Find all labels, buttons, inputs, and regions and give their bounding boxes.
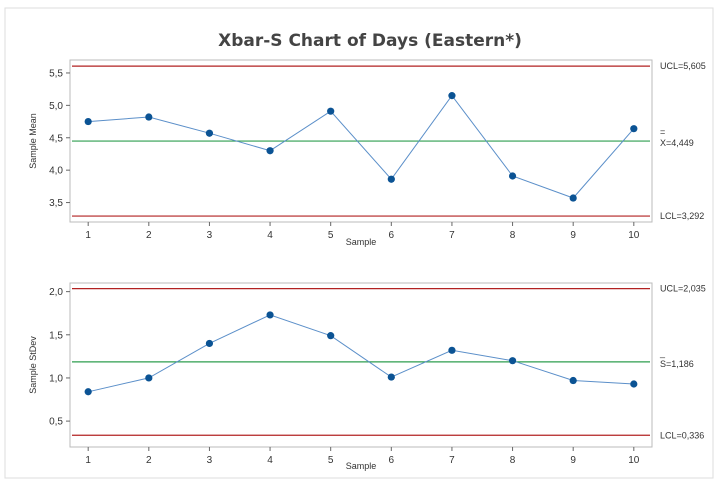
mean-x-tick-label: 10: [628, 230, 640, 241]
mean-data-point: [205, 129, 214, 137]
stdev-data-point: [630, 380, 638, 388]
mean-x-tick-label: 4: [267, 230, 273, 241]
stdev-y-axis-label: Sample StDev: [28, 336, 38, 394]
mean-x-tick-label: 7: [449, 230, 455, 241]
mean-y-tick-label: 5,5: [49, 68, 63, 79]
stdev-data-point: [569, 376, 577, 385]
stdev-data-point: [84, 388, 92, 396]
stdev-lcl-label: LCL=0,336: [660, 430, 704, 440]
stdev-x-tick-label: 1: [85, 455, 91, 466]
stdev-data-point: [327, 332, 335, 340]
stdev-center-label: S=1,186: [660, 359, 694, 369]
mean-data-point: [508, 172, 517, 180]
stdev-y-tick-label: 1,0: [49, 373, 63, 384]
chart-title: Xbar-S Chart of Days (Eastern*): [218, 31, 522, 51]
mean-data-point: [448, 92, 456, 100]
mean-lcl-label: LCL=3,292: [660, 211, 704, 221]
stdev-x-tick-label: 7: [449, 455, 455, 466]
mean-data-point: [266, 147, 274, 155]
mean-data-point: [387, 175, 395, 183]
mean-x-tick-label: 9: [570, 230, 576, 241]
mean-series-line: [88, 94, 635, 199]
stdev-data-point: [205, 339, 214, 348]
mean-x-axis-label: Sample: [346, 237, 377, 247]
stdev-x-tick-label: 9: [570, 455, 576, 466]
stdev-x-tick-label: 8: [510, 455, 516, 466]
stdev-ucl-label: UCL=2,035: [660, 284, 706, 294]
mean-y-axis-label: Sample Mean: [28, 113, 38, 169]
mean-x-tick-label: 8: [510, 230, 516, 241]
stdev-data-point: [448, 346, 456, 354]
panel-mean: 3,5 4,0 4,5 5,0 5,5 1 2 3 4 5 6 7 8 9 10 Sample Sample M…: [28, 59, 706, 247]
mean-plot-frame: [69, 59, 653, 223]
stdev-x-tick-label: 3: [207, 455, 213, 466]
stdev-x-tick-label: 10: [628, 455, 640, 466]
mean-x-tick-label: 5: [328, 230, 334, 241]
mean-y-tick-label: 4,5: [49, 133, 63, 144]
chart-frame: [4, 7, 714, 479]
mean-y-tick-label: 5,0: [49, 101, 63, 112]
stdev-data-point: [387, 373, 395, 381]
mean-x-tick-label: 1: [85, 230, 91, 241]
stdev-x-tick-label: 6: [389, 455, 395, 466]
stdev-x-tick-label: 5: [328, 455, 334, 466]
mean-y-tick-label: 3,5: [49, 198, 63, 209]
mean-ucl-label: UCL=5,605: [660, 61, 706, 71]
stdev-y-tick-label: 2,0: [49, 287, 63, 298]
mean-data-point: [327, 107, 335, 115]
mean-x-tick-label: 2: [146, 230, 152, 241]
panels-layer: 3,5 4,0 4,5 5,0 5,5 1 2 3 4 5 6 7 8 9 10 Sample Sample M…: [28, 59, 706, 471]
stdev-y-tick-label: 0,5: [49, 417, 63, 428]
mean-data-point: [569, 194, 577, 202]
mean-y-tick-label: 4,0: [49, 166, 63, 177]
stdev-center-bar-symbol: _: [659, 348, 666, 358]
stdev-series-line: [88, 314, 634, 393]
mean-x-tick-label: 6: [389, 230, 395, 241]
stdev-data-point: [145, 374, 153, 382]
mean-data-point: [145, 113, 153, 121]
mean-center-label: X=4,449: [660, 138, 694, 148]
mean-data-point: [630, 125, 638, 133]
stdev-y-tick-label: 1,5: [49, 330, 63, 341]
mean-x-tick-label: 3: [207, 230, 213, 241]
mean-data-point: [84, 117, 92, 126]
stdev-data-point: [266, 311, 274, 319]
stdev-data-point: [508, 357, 517, 365]
mean-center-bar-symbol: =: [660, 127, 665, 137]
stdev-x-axis-label: Sample: [346, 461, 377, 471]
stdev-x-tick-label: 4: [267, 455, 273, 466]
stdev-plot-frame: [69, 282, 653, 448]
panel-stdev: 0,5 1,0 1,5 2,0 1 2 3 4 5 6 7 8 9 10 Sample Sample StDe…: [28, 282, 706, 471]
stdev-x-tick-label: 2: [146, 455, 152, 466]
